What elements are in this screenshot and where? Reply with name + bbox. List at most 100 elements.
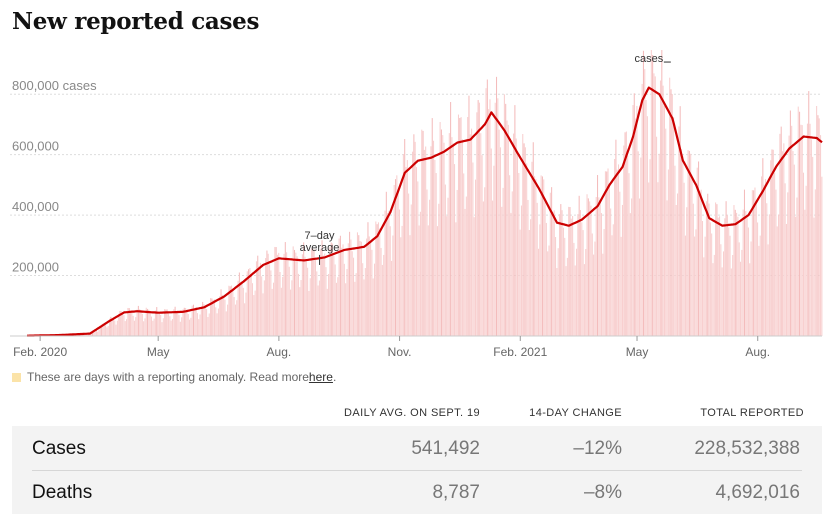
daily-bar <box>795 216 797 336</box>
daily-bar <box>250 275 252 336</box>
daily-bar <box>413 134 415 336</box>
daily-bar <box>242 287 244 336</box>
daily-bar <box>497 98 499 336</box>
daily-bar <box>471 128 473 336</box>
daily-bar <box>632 105 634 336</box>
x-tick-label: May <box>147 345 170 359</box>
daily-bar <box>544 201 546 336</box>
daily-bar <box>636 105 638 337</box>
daily-bar <box>590 205 592 336</box>
daily-bar <box>435 173 437 336</box>
row-14-day-change: –8% <box>583 482 622 503</box>
daily-bar <box>581 222 583 336</box>
daily-bar <box>446 216 448 336</box>
daily-bar <box>547 251 549 336</box>
daily-bar <box>401 225 403 336</box>
daily-bar <box>775 189 777 336</box>
daily-bar <box>269 264 271 336</box>
daily-bar <box>515 138 517 336</box>
daily-bar <box>817 115 819 336</box>
daily-bar <box>379 228 381 336</box>
daily-bar <box>304 256 306 336</box>
daily-bar <box>154 310 156 336</box>
daily-bar <box>124 321 126 336</box>
daily-bar <box>686 207 688 336</box>
annotation-label: New <box>638 50 660 53</box>
daily-bar <box>147 308 149 336</box>
daily-bar <box>562 227 564 336</box>
daily-bar <box>783 143 785 336</box>
daily-bar <box>645 99 647 336</box>
daily-bar <box>137 305 139 336</box>
daily-bar <box>501 206 503 336</box>
daily-bar <box>333 255 335 336</box>
daily-bar <box>582 230 584 336</box>
daily-bar <box>195 307 197 336</box>
daily-bar <box>328 273 330 336</box>
daily-bar <box>720 244 722 336</box>
daily-bar <box>393 185 395 336</box>
annotation-label: average <box>300 242 340 254</box>
daily-bar <box>734 209 736 336</box>
daily-bar <box>118 313 120 336</box>
daily-bar <box>283 253 285 336</box>
daily-bar <box>652 54 654 337</box>
daily-bar <box>220 289 222 336</box>
anomaly-note-end: . <box>332 370 337 384</box>
daily-bar <box>488 109 490 336</box>
daily-bar <box>552 211 554 336</box>
daily-bar <box>308 290 310 336</box>
row-daily-avg: 8,787 <box>432 482 480 503</box>
daily-bar <box>618 164 620 336</box>
daily-bar <box>721 267 723 336</box>
daily-bar <box>477 100 479 336</box>
daily-bar <box>627 155 629 336</box>
x-tick-label: Feb. 2021 <box>493 345 547 359</box>
daily-bar <box>174 306 176 336</box>
daily-bar <box>318 280 320 336</box>
daily-bar <box>646 116 648 337</box>
daily-bar <box>606 171 608 336</box>
daily-bar <box>116 320 118 336</box>
daily-bar <box>177 310 179 336</box>
daily-bar <box>485 88 487 336</box>
daily-bar <box>595 197 597 336</box>
daily-bar <box>191 305 193 336</box>
daily-bar <box>780 126 782 336</box>
daily-bar <box>557 248 559 336</box>
daily-bar <box>808 91 810 336</box>
daily-bar <box>690 153 692 336</box>
daily-bar <box>707 193 709 336</box>
daily-bar <box>262 293 264 336</box>
daily-bar <box>649 159 651 336</box>
daily-bar <box>758 245 760 336</box>
daily-bar <box>805 185 807 336</box>
daily-bar <box>540 175 542 336</box>
daily-bar <box>293 249 296 336</box>
daily-bar <box>573 242 575 336</box>
daily-bar <box>785 223 787 336</box>
daily-bar <box>749 263 751 336</box>
daily-bar <box>530 219 532 336</box>
daily-bar <box>494 102 496 336</box>
daily-bar <box>326 288 328 336</box>
daily-bar <box>610 208 612 336</box>
daily-bar <box>650 50 652 336</box>
daily-bar <box>586 194 588 336</box>
daily-bar <box>633 93 635 336</box>
daily-bar <box>275 247 277 336</box>
daily-bar <box>156 307 158 336</box>
daily-bar <box>431 118 433 336</box>
daily-bar <box>94 330 96 336</box>
daily-bar <box>800 124 802 336</box>
daily-bar <box>334 264 336 336</box>
daily-bar <box>607 168 609 336</box>
daily-bar <box>691 178 693 336</box>
daily-bar <box>271 288 273 336</box>
read-more-link[interactable]: here <box>308 370 333 384</box>
daily-bar <box>203 304 205 336</box>
daily-bar <box>674 165 676 336</box>
daily-bar <box>396 175 398 336</box>
daily-bar <box>135 317 137 336</box>
daily-bar <box>716 204 718 336</box>
